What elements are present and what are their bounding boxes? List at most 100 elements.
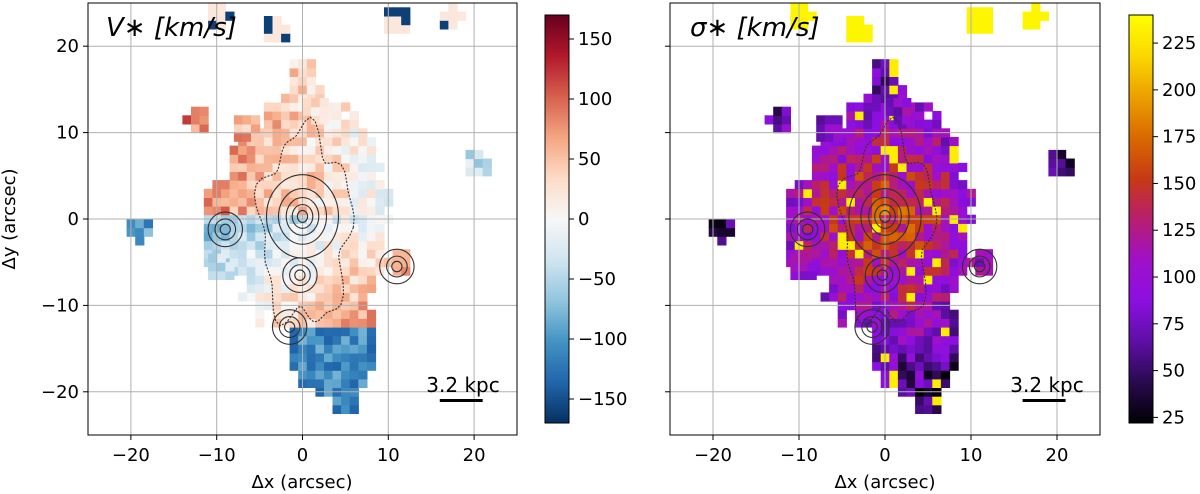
map-cell xyxy=(246,283,256,293)
map-cell xyxy=(915,188,925,198)
map-cell xyxy=(923,257,933,268)
map-cell xyxy=(238,266,248,276)
velocity-title: V∗ [km/s] xyxy=(106,13,237,43)
map-cell xyxy=(216,253,226,263)
map-cell xyxy=(949,171,959,181)
map-cell xyxy=(854,188,865,198)
map-cell xyxy=(392,266,402,276)
map-cell xyxy=(349,318,359,328)
map-cell xyxy=(289,309,299,319)
map-cell xyxy=(332,275,342,285)
map-cell xyxy=(837,257,847,268)
map-cell xyxy=(341,171,351,181)
map-cell xyxy=(263,206,274,216)
map-cell xyxy=(949,309,959,319)
map-cell xyxy=(906,352,916,363)
map-cell xyxy=(349,396,359,406)
map-cell xyxy=(932,223,942,233)
map-cell xyxy=(932,335,942,345)
map-cell xyxy=(958,206,968,216)
map-cell xyxy=(906,370,916,380)
map-cell xyxy=(358,145,368,155)
map-cell xyxy=(272,171,282,181)
map-cell xyxy=(837,249,847,259)
map-cell xyxy=(255,206,265,216)
map-cell xyxy=(906,378,916,388)
map-cell xyxy=(940,327,951,337)
map-cell xyxy=(863,24,873,34)
map-cell xyxy=(366,223,377,233)
map-cell xyxy=(897,162,908,172)
map-cell xyxy=(366,335,377,345)
map-cell xyxy=(448,3,458,13)
map-cell xyxy=(829,223,839,233)
map-cell xyxy=(949,266,959,276)
map-cell xyxy=(229,162,239,172)
map-cell xyxy=(324,136,334,147)
map-cell xyxy=(940,370,951,380)
map-cell xyxy=(854,24,865,34)
map-cell xyxy=(863,257,873,268)
map-cell xyxy=(863,197,873,207)
map-cell xyxy=(332,370,342,380)
map-cell xyxy=(401,249,411,259)
map-cell xyxy=(341,257,351,268)
map-cell xyxy=(846,275,856,285)
map-cell xyxy=(263,111,274,121)
map-cell xyxy=(863,154,873,164)
x-tick-label: 0 xyxy=(879,445,890,466)
map-cell xyxy=(332,232,342,242)
flux-contour-outer xyxy=(836,116,938,327)
map-cell xyxy=(439,11,449,21)
map-cell xyxy=(289,283,299,293)
map-cell xyxy=(949,344,959,354)
map-cell xyxy=(332,154,342,164)
map-cell xyxy=(203,232,213,242)
map-cell xyxy=(811,180,822,190)
map-cell xyxy=(341,206,351,216)
map-cell xyxy=(820,232,830,242)
map-cell xyxy=(341,102,351,112)
map-cell xyxy=(790,20,800,30)
map-cell xyxy=(906,232,916,242)
map-cell xyxy=(1048,149,1058,160)
companion-contour xyxy=(271,309,308,345)
map-cell xyxy=(923,318,933,328)
map-cell xyxy=(272,283,282,293)
map-cell xyxy=(940,378,951,388)
map-cell xyxy=(897,180,908,190)
map-cell xyxy=(366,361,377,371)
map-cell xyxy=(306,335,316,345)
map-cell xyxy=(229,188,239,198)
companion-contour xyxy=(789,211,826,248)
flux-contour xyxy=(296,209,309,223)
map-cell xyxy=(263,223,274,233)
map-cell xyxy=(949,188,959,198)
map-cell xyxy=(902,98,912,108)
map-cell xyxy=(958,249,968,259)
map-cell xyxy=(255,275,265,285)
map-cell xyxy=(255,309,265,319)
map-cell xyxy=(829,197,839,207)
map-cell xyxy=(315,361,325,371)
map-cell xyxy=(401,257,411,268)
map-cell xyxy=(324,335,334,345)
map-cell xyxy=(281,223,291,233)
map-cell xyxy=(366,275,377,285)
map-cell xyxy=(349,283,359,293)
map-cell xyxy=(799,3,809,13)
map-cell xyxy=(837,240,847,250)
companion-contour xyxy=(973,260,986,273)
map-cell xyxy=(923,283,933,293)
map-cell xyxy=(906,206,916,216)
map-cell xyxy=(949,275,959,285)
x-tick-label: −10 xyxy=(198,445,236,466)
map-cell xyxy=(341,352,351,363)
map-cell xyxy=(1065,167,1075,177)
map-cell xyxy=(983,16,994,26)
map-cell xyxy=(872,361,882,371)
map-cell xyxy=(906,154,916,164)
map-cell xyxy=(366,240,377,250)
map-cell xyxy=(401,7,411,17)
map-cell xyxy=(889,378,899,388)
